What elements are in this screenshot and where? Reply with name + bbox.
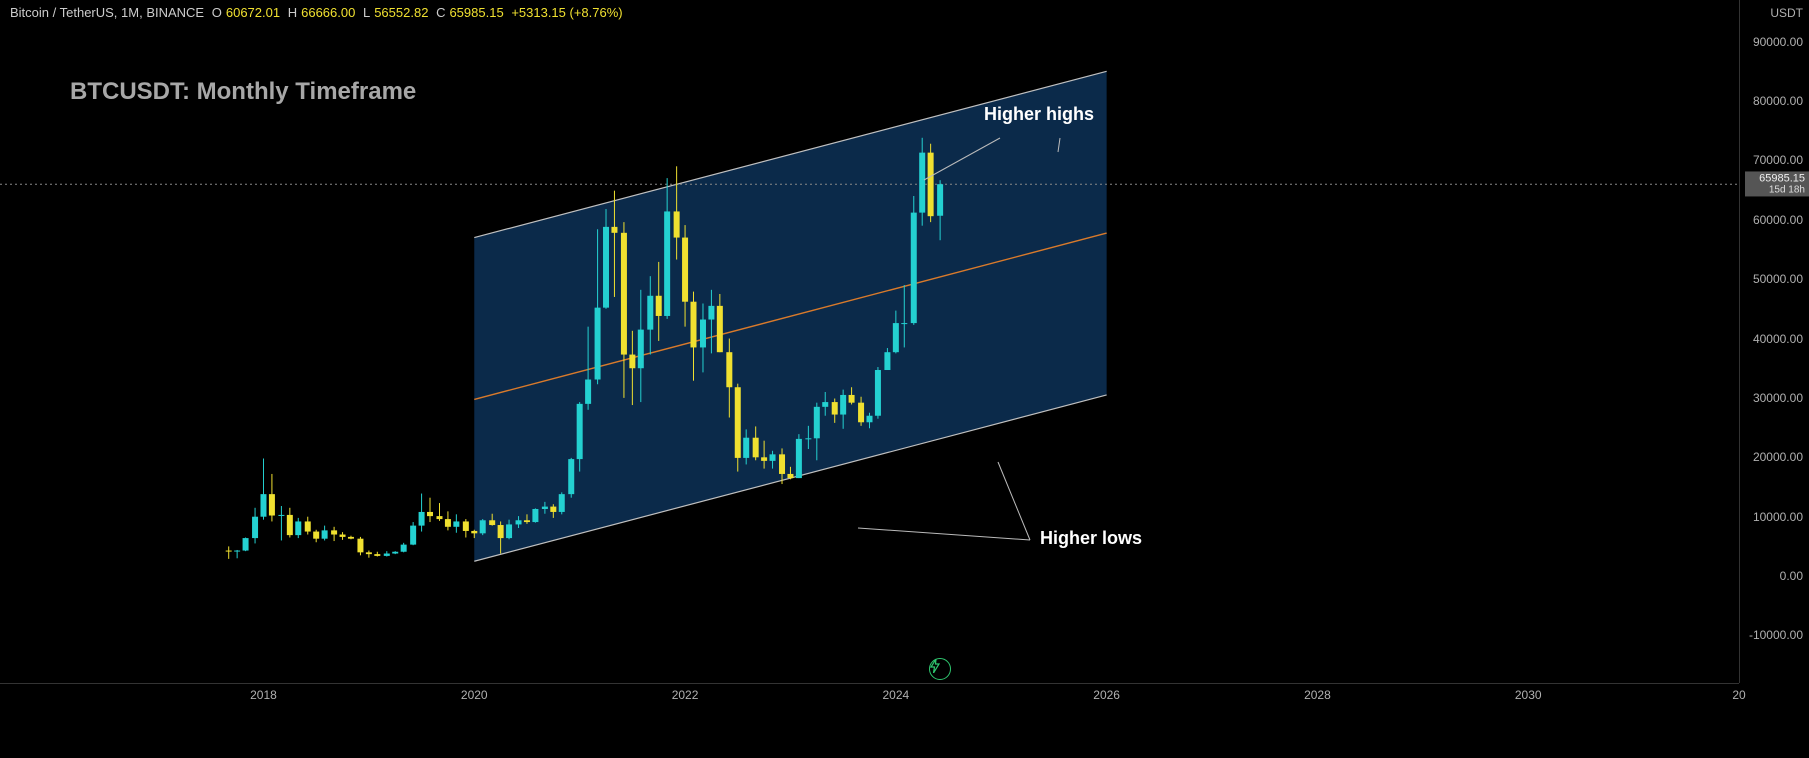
x-tick-label: 20 bbox=[1732, 688, 1745, 702]
x-tick-label: 2026 bbox=[1093, 688, 1120, 702]
x-axis[interactable]: 201820202022202420262028203020 bbox=[0, 683, 1739, 758]
chart-container: Bitcoin / TetherUS, 1M, BINANCE O60672.0… bbox=[0, 0, 1809, 758]
bolt-icon[interactable] bbox=[929, 658, 951, 680]
x-tick-label: 2020 bbox=[461, 688, 488, 702]
y-tick-label: 50000.00 bbox=[1753, 272, 1803, 286]
y-tick-label: 90000.00 bbox=[1753, 35, 1803, 49]
y-axis-unit: USDT bbox=[1770, 6, 1803, 20]
x-tick-label: 2024 bbox=[882, 688, 909, 702]
higher-lows-label: Higher lows bbox=[1040, 528, 1142, 549]
countdown-value: 15d 18h bbox=[1749, 185, 1805, 196]
y-tick-label: 10000.00 bbox=[1753, 510, 1803, 524]
y-tick-label: 80000.00 bbox=[1753, 94, 1803, 108]
x-tick-label: 2028 bbox=[1304, 688, 1331, 702]
higher-highs-label: Higher highs bbox=[984, 104, 1094, 125]
y-axis[interactable]: USDT 65985.15 15d 18h -10000.00 0.00 10000… bbox=[1739, 0, 1809, 683]
chart-plot-area[interactable]: Higher highs Higher lows bbox=[0, 0, 1739, 683]
last-price-tag: 65985.15 15d 18h bbox=[1745, 172, 1809, 197]
y-tick-label: 40000.00 bbox=[1753, 332, 1803, 346]
y-tick-label: 0.00 bbox=[1780, 569, 1803, 583]
chart-svg bbox=[0, 0, 1739, 683]
y-tick-label: 20000.00 bbox=[1753, 450, 1803, 464]
y-tick-label: 70000.00 bbox=[1753, 153, 1803, 167]
x-tick-label: 2018 bbox=[250, 688, 277, 702]
last-price-value: 65985.15 bbox=[1749, 173, 1805, 185]
y-tick-label: 60000.00 bbox=[1753, 213, 1803, 227]
y-tick-label: 30000.00 bbox=[1753, 391, 1803, 405]
x-tick-label: 2022 bbox=[672, 688, 699, 702]
x-tick-label: 2030 bbox=[1515, 688, 1542, 702]
y-tick-label: -10000.00 bbox=[1749, 628, 1803, 642]
